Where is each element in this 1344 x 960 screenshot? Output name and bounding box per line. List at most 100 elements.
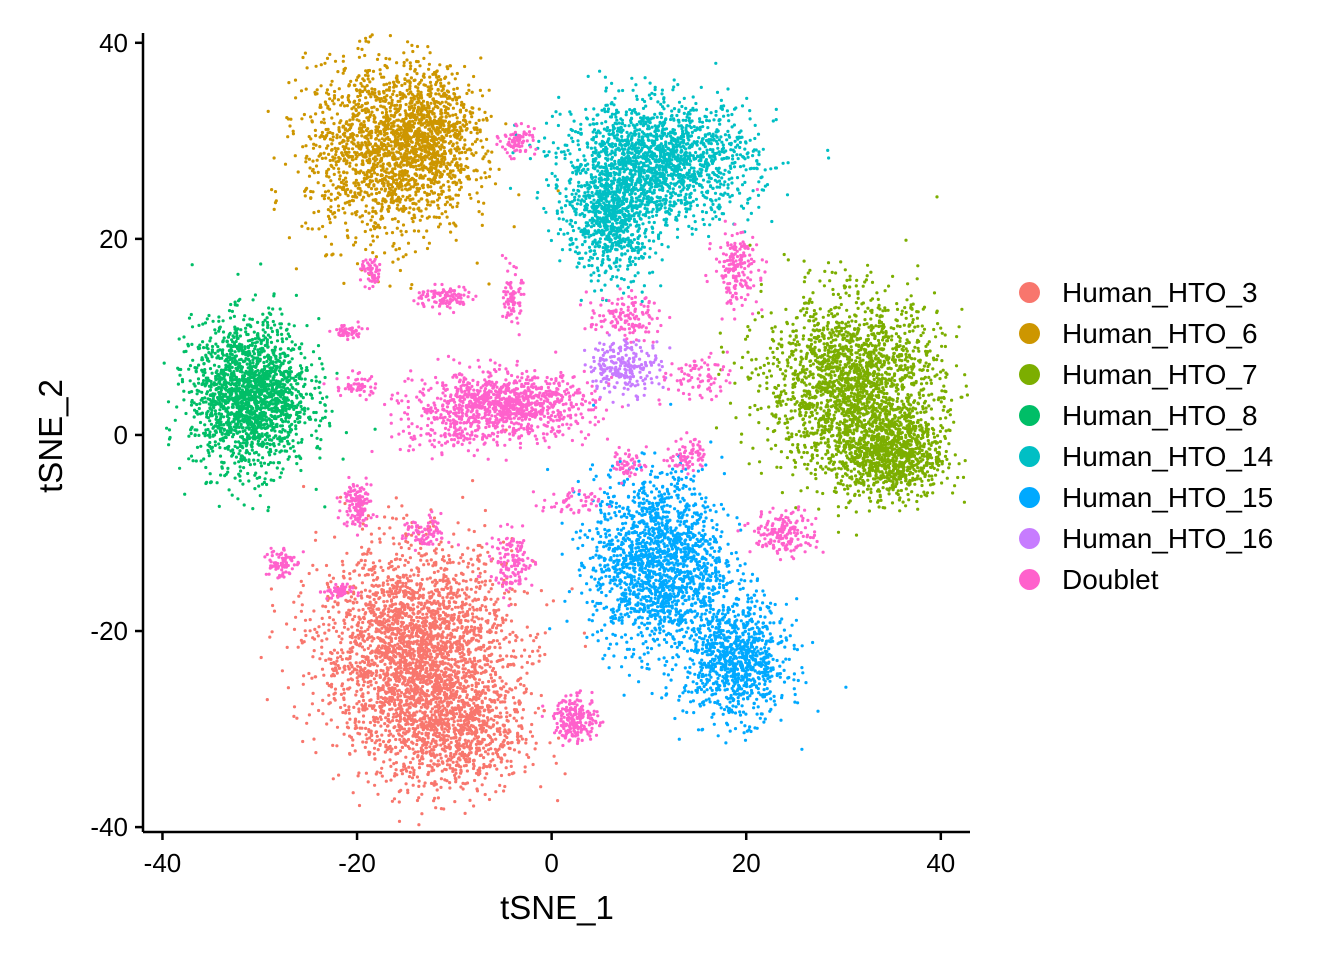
point <box>411 679 415 684</box>
point <box>400 772 404 776</box>
point <box>331 99 335 103</box>
point <box>383 604 387 608</box>
point <box>374 98 378 102</box>
point <box>355 689 359 694</box>
point <box>368 589 372 593</box>
point <box>445 636 449 640</box>
point <box>433 584 437 588</box>
point <box>332 626 336 630</box>
point <box>307 671 311 676</box>
point <box>331 576 335 580</box>
point <box>377 92 381 96</box>
point <box>407 711 411 715</box>
point <box>387 740 391 744</box>
point <box>363 588 367 592</box>
point <box>374 650 378 654</box>
point <box>523 765 527 769</box>
point <box>327 628 331 632</box>
point <box>341 651 345 655</box>
point <box>321 110 325 114</box>
point <box>375 144 379 148</box>
point <box>434 718 439 722</box>
point <box>425 216 429 220</box>
point <box>348 656 352 661</box>
point <box>321 712 325 716</box>
point <box>382 593 386 597</box>
point <box>338 174 342 178</box>
point <box>420 677 424 681</box>
point <box>506 741 510 745</box>
point <box>352 592 356 596</box>
point <box>417 796 421 800</box>
point <box>328 221 332 225</box>
point <box>445 640 449 644</box>
point <box>422 652 426 656</box>
point <box>536 649 540 653</box>
point <box>394 248 398 252</box>
point <box>418 762 422 766</box>
point <box>320 616 324 621</box>
point <box>509 619 514 623</box>
point <box>435 609 439 613</box>
point <box>483 776 487 780</box>
point <box>438 63 442 67</box>
point <box>440 727 444 731</box>
point <box>287 81 291 85</box>
point <box>396 128 400 132</box>
point <box>353 717 358 721</box>
point <box>442 559 446 563</box>
point <box>372 746 377 750</box>
point <box>434 686 438 690</box>
point <box>304 221 308 225</box>
point <box>457 665 461 669</box>
point <box>300 117 304 121</box>
point <box>498 783 502 788</box>
point <box>310 676 314 680</box>
point <box>520 654 524 658</box>
point <box>334 163 338 167</box>
point <box>399 671 403 675</box>
point <box>459 723 463 727</box>
point <box>395 684 399 688</box>
point <box>448 134 452 138</box>
point <box>315 92 319 96</box>
point <box>367 750 371 754</box>
point <box>337 167 341 171</box>
point <box>379 646 384 650</box>
point <box>324 605 328 609</box>
point <box>461 579 465 583</box>
point <box>363 190 367 194</box>
point <box>453 674 457 678</box>
point <box>459 769 463 774</box>
point <box>363 73 368 77</box>
point <box>476 739 480 744</box>
point <box>272 207 276 211</box>
point <box>388 626 392 630</box>
point <box>446 729 451 734</box>
point <box>420 607 424 611</box>
point <box>480 580 484 584</box>
point <box>354 213 358 217</box>
point <box>429 652 433 656</box>
point <box>405 699 409 703</box>
point <box>407 546 411 551</box>
point <box>327 196 331 200</box>
point <box>404 230 408 234</box>
point <box>406 603 410 607</box>
point <box>405 611 409 616</box>
point <box>365 222 369 226</box>
point <box>377 122 381 126</box>
point <box>393 643 397 648</box>
point <box>471 570 475 574</box>
point <box>373 564 377 569</box>
point <box>415 591 419 595</box>
point <box>364 96 368 100</box>
point <box>462 764 466 768</box>
point <box>444 605 449 609</box>
point <box>400 504 404 508</box>
point <box>463 710 467 714</box>
point <box>337 208 341 212</box>
point <box>379 717 383 722</box>
point <box>416 605 420 609</box>
point <box>333 215 337 219</box>
